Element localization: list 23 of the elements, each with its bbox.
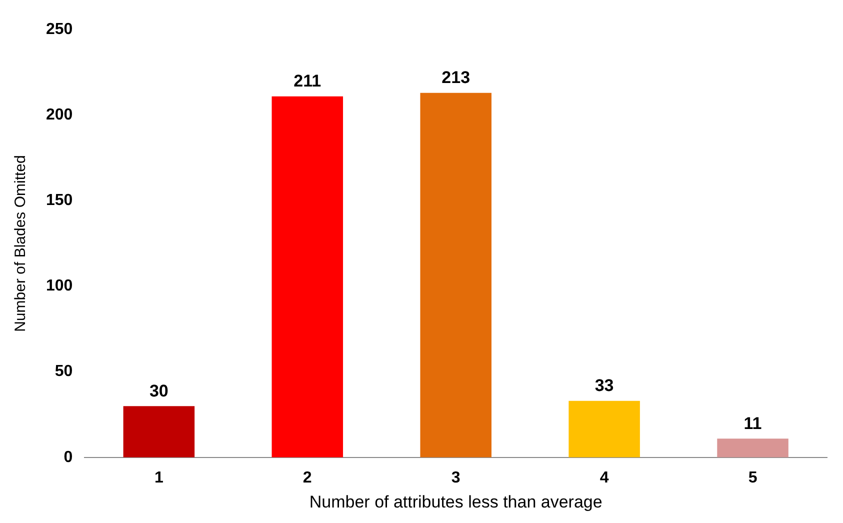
bar bbox=[568, 400, 640, 458]
y-tick-label: 0 bbox=[64, 448, 73, 466]
data-label: 11 bbox=[744, 414, 762, 433]
data-label: 33 bbox=[594, 376, 614, 396]
y-tick-label: 50 bbox=[54, 363, 73, 380]
y-tick-label: 100 bbox=[46, 278, 73, 295]
x-tick-label: 3 bbox=[451, 469, 460, 486]
y-tick-label: 150 bbox=[46, 192, 73, 210]
bar bbox=[717, 438, 788, 458]
bar bbox=[272, 96, 344, 458]
data-label: 30 bbox=[149, 381, 168, 400]
bar bbox=[420, 92, 492, 458]
x-tick-label: 5 bbox=[748, 469, 758, 486]
x-tick-label: 2 bbox=[302, 469, 312, 486]
x-axis-title: Number of attributes less than average bbox=[309, 492, 602, 512]
data-label: 213 bbox=[442, 68, 470, 88]
bar bbox=[123, 406, 195, 458]
x-tick-label: 4 bbox=[600, 469, 609, 486]
y-tick-label: 250 bbox=[46, 21, 73, 38]
y-axis-title: Number of Blades Omitted bbox=[12, 155, 30, 332]
y-tick-label: 200 bbox=[46, 106, 73, 124]
x-tick-label: 1 bbox=[154, 469, 164, 486]
data-label: 211 bbox=[294, 72, 322, 91]
